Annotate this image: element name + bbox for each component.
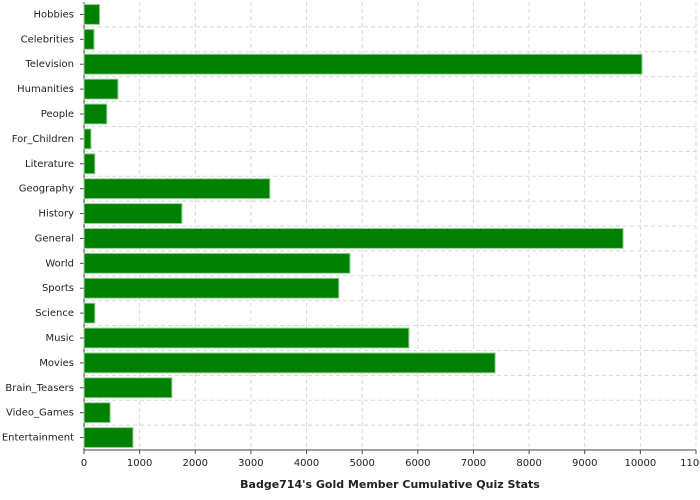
y-tick-label: Literature [25, 159, 74, 170]
bar [83, 302, 96, 324]
bar [83, 103, 108, 125]
y-tick-label: Movies [39, 358, 74, 369]
y-tick-label: Science [35, 308, 74, 319]
bar [83, 78, 119, 100]
x-tick-label: 6000 [405, 458, 430, 469]
y-tick-label: Hobbies [34, 9, 74, 20]
chart-title: Badge714's Gold Member Cumulative Quiz S… [240, 478, 540, 491]
bar [83, 352, 496, 374]
x-tick-label: 0 [81, 458, 87, 469]
x-tick-label: 8000 [516, 458, 541, 469]
bar [83, 277, 340, 299]
y-tick-label: Video_Games [6, 408, 74, 419]
y-tick-label: Music [46, 333, 74, 344]
bar [83, 53, 643, 75]
y-tick-label: People [41, 109, 74, 120]
bar [83, 377, 173, 399]
x-tick-label: 11000 [680, 458, 700, 469]
bar [83, 28, 95, 50]
x-tick-label: 4000 [294, 458, 319, 469]
y-tick-label: General [35, 233, 74, 244]
bar [83, 402, 111, 424]
bar [83, 178, 271, 200]
bar [83, 227, 624, 249]
bar [83, 252, 351, 274]
y-tick-label: Brain_Teasers [5, 383, 74, 394]
bar [83, 153, 96, 175]
x-tick-label: 7000 [461, 458, 486, 469]
y-tick-label: History [38, 209, 74, 220]
y-tick-label: Television [24, 59, 74, 70]
x-tick-label: 9000 [572, 458, 597, 469]
x-tick-label: 1000 [127, 458, 152, 469]
y-tick-label: For_Children [12, 134, 74, 145]
x-tick-label: 5000 [349, 458, 374, 469]
x-tick-label: 3000 [238, 458, 263, 469]
bar [83, 327, 410, 349]
y-tick-label: Entertainment [2, 433, 74, 444]
bar [83, 3, 101, 25]
y-tick-label: Sports [42, 283, 74, 294]
bar [83, 203, 183, 225]
y-tick-label: Geography [19, 184, 74, 195]
bar [83, 427, 134, 449]
y-tick-label: Celebrities [21, 34, 74, 45]
x-tick-label: 2000 [183, 458, 208, 469]
y-tick-label: Humanities [17, 84, 74, 95]
x-tick-label: 10000 [624, 458, 656, 469]
bar [83, 128, 92, 150]
y-tick-label: World [45, 258, 74, 269]
